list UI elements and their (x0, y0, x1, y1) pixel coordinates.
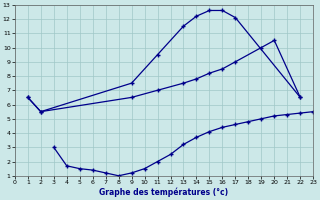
X-axis label: Graphe des températures (°c): Graphe des températures (°c) (100, 188, 228, 197)
